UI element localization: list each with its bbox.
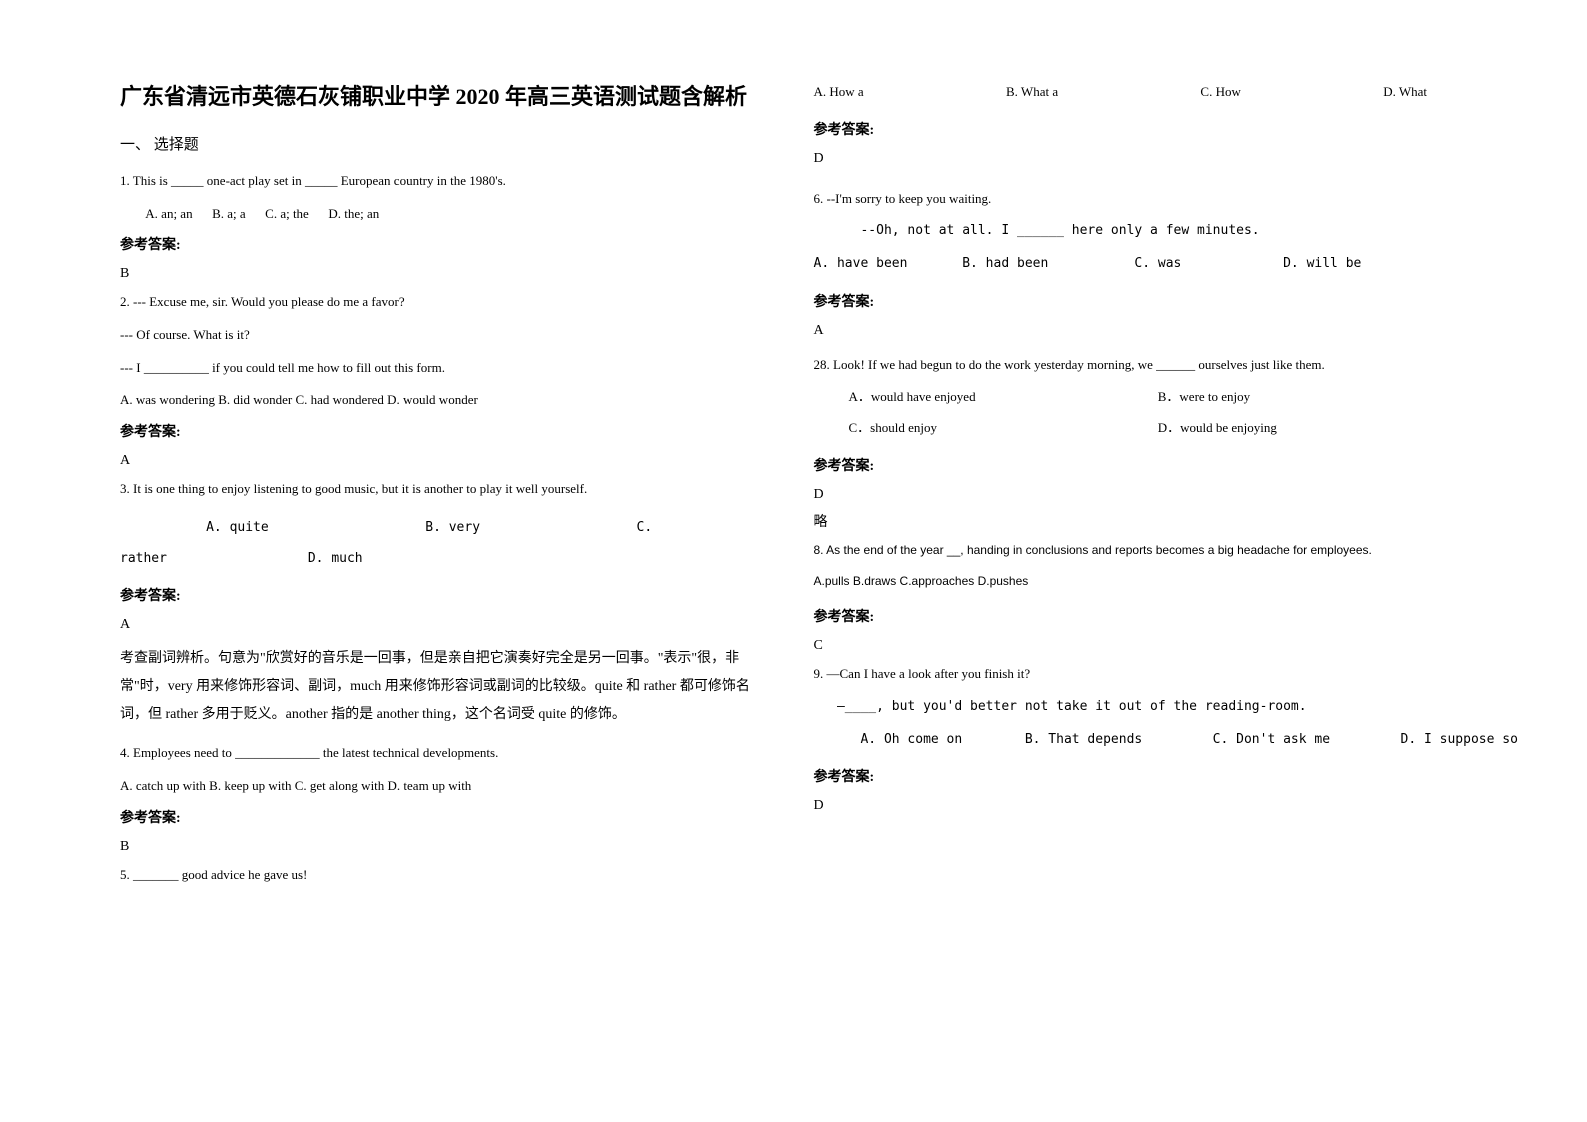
q7-opt-a: A．would have enjoyed	[849, 385, 1158, 410]
q1-options: A. an; an B. a; a C. a; the D. the; an	[120, 202, 774, 227]
q7-answer-label: 参考答案:	[814, 455, 1468, 475]
q7-opt-d: D．would be enjoying	[1158, 416, 1467, 441]
right-column: A. How a B. What a C. How D. What 参考答案: …	[794, 80, 1488, 895]
q4-text: 4. Employees need to _____________ the l…	[120, 741, 774, 766]
q2-line2: --- Of course. What is it?	[120, 323, 774, 348]
q8-text: 8. As the end of the year __, handing in…	[814, 539, 1468, 562]
q7-opts-row1: A．would have enjoyed B．were to enjoy	[814, 385, 1468, 410]
q3-answer-label: 参考答案:	[120, 585, 774, 605]
q5-opt-c: C. How	[1200, 80, 1240, 105]
q9-answer: D	[814, 798, 1468, 814]
q7-opt-c: C．should enjoy	[849, 416, 1158, 441]
document-page: 广东省清远市英德石灰铺职业中学 2020 年高三英语测试题含解析 一、 选择题 …	[0, 0, 1587, 935]
q3-options-l1: A. quite B. very C.	[120, 516, 774, 541]
q5-text: 5. _______ good advice he gave us!	[120, 863, 774, 888]
q7-note: 略	[814, 511, 1468, 531]
q9-line1: 9. —Can I have a look after you finish i…	[814, 662, 1468, 687]
q5-opt-d: D. What	[1383, 80, 1427, 105]
q5-options: A. How a B. What a C. How D. What	[814, 80, 1468, 105]
q7-opts-row2: C．should enjoy D．would be enjoying	[814, 416, 1468, 441]
document-title: 广东省清远市英德石灰铺职业中学 2020 年高三英语测试题含解析	[120, 80, 774, 113]
q8-answer: C	[814, 638, 1468, 654]
q3-text: 3. It is one thing to enjoy listening to…	[120, 477, 774, 502]
q6-line1: 6. --I'm sorry to keep you waiting.	[814, 187, 1468, 212]
q9-answer-label: 参考答案:	[814, 766, 1468, 786]
q3-answer: A	[120, 617, 774, 633]
q6-line2: --Oh, not at all. I ______ here only a f…	[814, 219, 1468, 244]
q5-answer: D	[814, 151, 1468, 167]
q4-options: A. catch up with B. keep up with C. get …	[120, 774, 774, 799]
q8-answer-label: 参考答案:	[814, 606, 1468, 626]
q9-options: A. Oh come on B. That depends C. Don't a…	[814, 728, 1468, 753]
q7-opt-b: B．were to enjoy	[1158, 385, 1467, 410]
q8-options: A.pulls B.draws C.approaches D.pushes	[814, 570, 1468, 593]
q2-answer-label: 参考答案:	[120, 421, 774, 441]
q5-answer-label: 参考答案:	[814, 119, 1468, 139]
q2-line3: --- I __________ if you could tell me ho…	[120, 356, 774, 381]
q2-line1: 2. --- Excuse me, sir. Would you please …	[120, 290, 774, 315]
q6-answer-label: 参考答案:	[814, 291, 1468, 311]
q2-answer: A	[120, 453, 774, 469]
q2-options: A. was wondering B. did wonder C. had wo…	[120, 388, 774, 413]
q1-text: 1. This is _____ one-act play set in ___…	[120, 169, 774, 194]
q5-opt-b: B. What a	[1006, 80, 1058, 105]
q3-explanation: 考查副词辨析。句意为"欣赏好的音乐是一回事，但是亲自把它演奏好完全是另一回事。"…	[120, 645, 774, 729]
left-column: 广东省清远市英德石灰铺职业中学 2020 年高三英语测试题含解析 一、 选择题 …	[100, 80, 794, 895]
q5-opt-a: A. How a	[814, 80, 864, 105]
q1-answer: B	[120, 266, 774, 282]
q6-options: A. have been B. had been C. was D. will …	[814, 252, 1468, 277]
q7-answer: D	[814, 487, 1468, 503]
section-heading: 一、 选择题	[120, 133, 774, 154]
q4-answer-label: 参考答案:	[120, 807, 774, 827]
q9-line2: —____, but you'd better not take it out …	[814, 695, 1468, 720]
q3-options-l2: rather D. much	[120, 547, 774, 572]
q6-answer: A	[814, 323, 1468, 339]
q4-answer: B	[120, 839, 774, 855]
q1-answer-label: 参考答案:	[120, 234, 774, 254]
q7-text: 28. Look! If we had begun to do the work…	[814, 353, 1468, 378]
